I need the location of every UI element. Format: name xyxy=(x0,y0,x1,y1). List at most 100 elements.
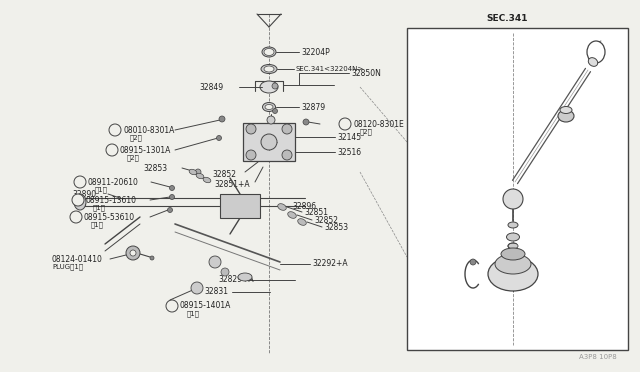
Text: N: N xyxy=(77,180,83,185)
Text: 08120-8301E: 08120-8301E xyxy=(353,119,404,128)
Ellipse shape xyxy=(262,103,275,112)
Text: 08915-13610: 08915-13610 xyxy=(86,196,137,205)
Text: 32849: 32849 xyxy=(199,83,223,92)
Circle shape xyxy=(130,250,136,256)
Text: SEC.341<32204N>: SEC.341<32204N> xyxy=(296,66,364,72)
Text: B: B xyxy=(113,128,117,132)
FancyBboxPatch shape xyxy=(220,194,260,218)
Ellipse shape xyxy=(588,58,598,66)
Text: 〨1〩: 〨1〩 xyxy=(91,222,104,228)
Ellipse shape xyxy=(508,222,518,228)
Ellipse shape xyxy=(587,41,605,63)
Text: 32516: 32516 xyxy=(337,148,361,157)
Circle shape xyxy=(70,211,82,223)
Ellipse shape xyxy=(288,212,296,218)
Ellipse shape xyxy=(238,273,252,281)
Text: 32852: 32852 xyxy=(314,215,338,224)
Circle shape xyxy=(72,194,84,206)
Text: 32896: 32896 xyxy=(292,202,316,211)
Ellipse shape xyxy=(560,106,572,113)
Circle shape xyxy=(282,150,292,160)
Ellipse shape xyxy=(264,66,274,72)
Text: SEC.341: SEC.341 xyxy=(487,13,528,22)
Circle shape xyxy=(246,150,256,160)
Text: 32890: 32890 xyxy=(72,189,96,199)
Text: 08915-1401A: 08915-1401A xyxy=(180,301,232,311)
Circle shape xyxy=(170,195,175,199)
Circle shape xyxy=(303,119,309,125)
Text: W: W xyxy=(75,198,81,202)
Text: 32853: 32853 xyxy=(324,222,348,231)
FancyBboxPatch shape xyxy=(243,123,295,161)
Ellipse shape xyxy=(74,194,86,210)
Ellipse shape xyxy=(495,254,531,274)
Text: 32850N: 32850N xyxy=(351,68,381,77)
Circle shape xyxy=(74,176,86,188)
Circle shape xyxy=(246,124,256,134)
Text: 〨1〩: 〨1〩 xyxy=(95,187,108,193)
Text: 32204P: 32204P xyxy=(301,48,330,57)
Ellipse shape xyxy=(278,204,286,210)
Text: PLUG〨1〩: PLUG〨1〩 xyxy=(52,264,83,270)
Circle shape xyxy=(209,256,221,268)
Text: 32829+A: 32829+A xyxy=(218,276,253,285)
Circle shape xyxy=(166,300,178,312)
Circle shape xyxy=(109,124,121,136)
Text: 32851+A: 32851+A xyxy=(214,180,250,189)
Text: W: W xyxy=(109,148,115,153)
Circle shape xyxy=(221,268,229,276)
Circle shape xyxy=(106,144,118,156)
Text: B: B xyxy=(342,122,348,126)
Ellipse shape xyxy=(488,257,538,291)
Circle shape xyxy=(216,135,221,141)
Text: 08915-1301A: 08915-1301A xyxy=(120,145,172,154)
Ellipse shape xyxy=(506,233,520,241)
Text: 08911-20610: 08911-20610 xyxy=(88,177,139,186)
Circle shape xyxy=(168,208,173,212)
Circle shape xyxy=(339,118,351,130)
Text: 32879: 32879 xyxy=(301,103,325,112)
Circle shape xyxy=(170,186,175,190)
Circle shape xyxy=(195,169,201,175)
Ellipse shape xyxy=(203,177,211,183)
Circle shape xyxy=(191,282,203,294)
Text: 08915-53610: 08915-53610 xyxy=(84,212,135,221)
Text: 〨2〩: 〨2〩 xyxy=(130,135,143,141)
Ellipse shape xyxy=(501,248,525,260)
Ellipse shape xyxy=(260,81,278,93)
Text: 32852: 32852 xyxy=(212,170,236,179)
Ellipse shape xyxy=(264,48,274,55)
Ellipse shape xyxy=(262,47,276,57)
Text: 〨1〩: 〨1〩 xyxy=(93,205,106,211)
Text: 32831: 32831 xyxy=(204,288,228,296)
Text: 32292+A: 32292+A xyxy=(312,260,348,269)
Ellipse shape xyxy=(196,173,204,179)
Circle shape xyxy=(282,124,292,134)
Text: 〨1〩: 〨1〩 xyxy=(187,311,200,317)
Circle shape xyxy=(126,246,140,260)
Circle shape xyxy=(272,83,278,89)
Ellipse shape xyxy=(265,105,273,109)
Ellipse shape xyxy=(298,219,307,225)
Circle shape xyxy=(219,116,225,122)
Circle shape xyxy=(150,256,154,260)
Text: A3P8 10P8: A3P8 10P8 xyxy=(579,354,617,360)
Bar xyxy=(407,28,628,350)
Circle shape xyxy=(261,134,277,150)
Text: 〨2〩: 〨2〩 xyxy=(127,155,140,161)
Circle shape xyxy=(267,116,275,124)
Ellipse shape xyxy=(558,110,574,122)
Circle shape xyxy=(503,189,523,209)
Text: 32145: 32145 xyxy=(337,132,361,141)
Text: 〨2〩: 〨2〩 xyxy=(360,129,373,135)
Text: 32853: 32853 xyxy=(143,164,167,173)
Circle shape xyxy=(273,109,278,113)
Ellipse shape xyxy=(508,243,518,249)
Text: W: W xyxy=(72,215,79,219)
Text: 08010-8301A: 08010-8301A xyxy=(123,125,174,135)
Text: 08124-01410: 08124-01410 xyxy=(52,254,103,263)
Text: W: W xyxy=(168,304,175,308)
Text: 32851: 32851 xyxy=(304,208,328,217)
Circle shape xyxy=(470,259,476,265)
Ellipse shape xyxy=(261,64,277,74)
